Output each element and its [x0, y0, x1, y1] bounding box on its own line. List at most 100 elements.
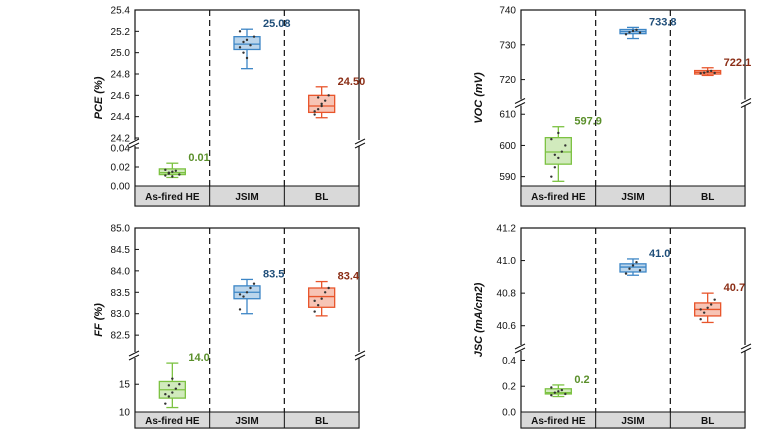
axis-break-mark [740, 98, 752, 104]
category-label: As-fired HE [145, 192, 200, 203]
data-point [242, 51, 245, 54]
y-tick-label: 0.02 [111, 163, 131, 174]
axis-break-mark [740, 347, 752, 354]
axis-break-mark [740, 102, 752, 108]
category-label: BL [315, 192, 328, 203]
data-point [624, 33, 628, 36]
box-bl: 722.1 BL [694, 57, 752, 203]
y-tick-label: 0.0 [502, 408, 516, 419]
data-point [327, 286, 330, 290]
data-point [249, 44, 252, 47]
box-jsim: 25.08 JSIM [233, 18, 291, 203]
y-tick-label: 25.4 [111, 6, 131, 17]
data-point [713, 298, 716, 301]
chart-panel-4: 0.0 0.2 0.4 40.6 40.8 41.0 41.2 JSC (mA/cm2) 0.2… [473, 224, 752, 429]
y-tick-label: 24.2 [111, 134, 131, 145]
y-tick-label: 720 [499, 75, 516, 86]
data-point [164, 393, 167, 396]
y-tick-label: 590 [499, 172, 516, 183]
data-point [164, 402, 167, 405]
data-point [164, 174, 167, 177]
data-point [238, 30, 242, 33]
data-point [242, 40, 245, 44]
data-point [171, 377, 174, 380]
axis-break-mark [514, 347, 526, 354]
y-tick-label: 83.0 [111, 309, 131, 320]
plot-frame [520, 227, 746, 429]
y-tick-label: 24.6 [111, 91, 131, 102]
value-label: 25.08 [263, 18, 291, 30]
data-point [245, 56, 249, 60]
data-point [550, 175, 553, 178]
y-tick-label: 25.2 [111, 27, 131, 38]
y-tick-label: 600 [499, 141, 516, 152]
data-point [313, 310, 316, 313]
data-point [327, 94, 330, 97]
data-point [699, 72, 702, 75]
data-point [635, 261, 638, 264]
data-point [313, 113, 316, 116]
data-point [316, 303, 320, 307]
data-point [564, 392, 567, 396]
y-tick-label: 41.2 [497, 224, 517, 235]
data-point [702, 311, 706, 314]
axis-break-mark [128, 138, 140, 145]
data-point [699, 318, 702, 321]
y-tick-label: 15 [119, 380, 131, 391]
y-tick-label: 40.6 [497, 321, 517, 332]
axis-break-gap [739, 99, 751, 106]
data-point [702, 71, 706, 74]
axis-break-mark [354, 350, 366, 357]
data-point [249, 286, 252, 290]
data-point [171, 170, 174, 173]
axis-break-mark [354, 138, 366, 145]
plot-frame [520, 9, 746, 207]
category-label: As-fired HE [531, 416, 586, 427]
y-tick-label: 41.0 [497, 256, 517, 267]
value-label: 722.1 [724, 57, 752, 69]
y-tick-label: 40.8 [497, 289, 517, 300]
y-tick-label: 83.5 [111, 288, 131, 299]
value-label: 597.9 [574, 116, 602, 128]
y-axis-label: PCE (%) [93, 76, 105, 119]
data-point [316, 108, 320, 111]
category-strip [134, 411, 360, 429]
axis-break-mark [514, 98, 526, 104]
data-point [560, 150, 564, 153]
data-point [553, 391, 557, 394]
data-point [242, 295, 245, 298]
y-tick-label: 82.5 [111, 331, 131, 342]
data-point [553, 153, 557, 156]
data-point [323, 99, 327, 102]
data-point [238, 308, 242, 311]
y-tick-label: 84.5 [111, 245, 131, 256]
axis-break-mark [128, 142, 140, 149]
axis-break-gap [129, 140, 141, 146]
axis-break-gap [129, 352, 141, 358]
value-label: 83.4 [338, 271, 360, 283]
category-strip [520, 411, 746, 429]
y-axis-label: JSC (mA/cm2) [473, 282, 485, 357]
y-tick-label: 0.2 [502, 382, 516, 393]
data-point [167, 395, 171, 398]
category-label: As-fired HE [145, 416, 200, 427]
data-point [709, 69, 713, 73]
y-axis-label: VOC (mV) [473, 72, 485, 124]
data-point [635, 28, 638, 32]
box-jsim: 733.8 JSIM [619, 16, 677, 203]
data-point [638, 31, 642, 34]
data-point [252, 35, 256, 38]
category-label: BL [701, 416, 714, 427]
category-label: JSIM [621, 192, 644, 203]
y-tick-label: 24.8 [111, 70, 131, 81]
box-body [233, 36, 261, 51]
box-bl: 24.50 BL [308, 76, 365, 203]
y-tick-label: 24.4 [111, 112, 131, 123]
value-label: 83.5 [263, 268, 284, 280]
box-as-fired-he: 0.2 As-fired HE [531, 374, 590, 427]
category-label: JSIM [235, 416, 258, 427]
axis-break-mark [514, 343, 526, 350]
